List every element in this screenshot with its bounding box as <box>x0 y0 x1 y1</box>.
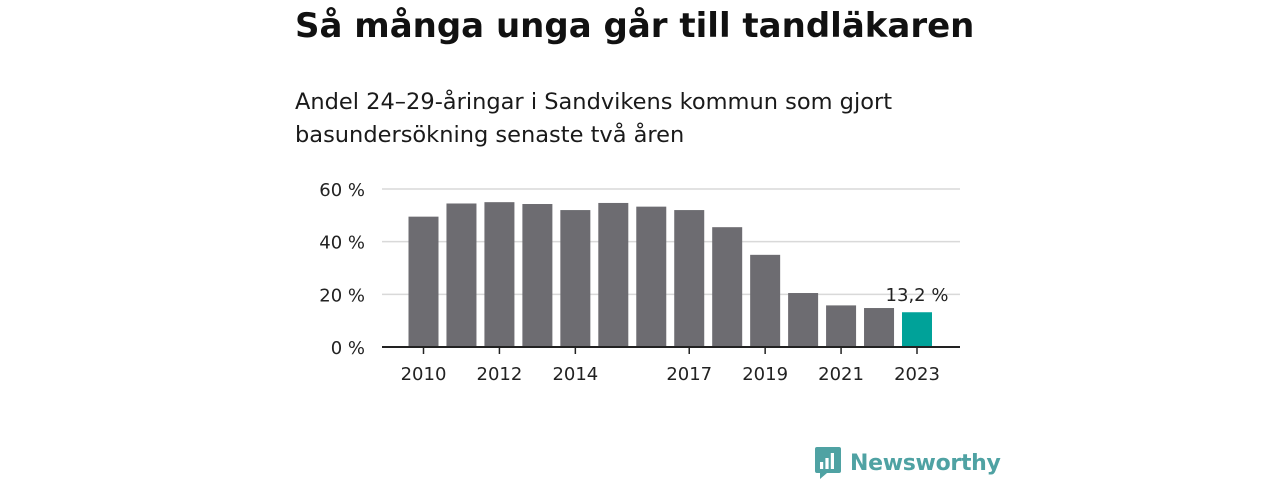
bar <box>712 227 743 347</box>
bar <box>408 216 439 347</box>
bar <box>560 210 591 347</box>
y-tick-label: 0 % <box>331 338 365 359</box>
x-tick-label: 2019 <box>742 364 788 385</box>
x-tick-label: 2012 <box>477 364 523 385</box>
chart-title: Så många unga går till tandläkaren <box>295 6 975 46</box>
bar <box>636 206 667 347</box>
bar <box>826 305 857 347</box>
x-tick-label: 2023 <box>894 364 940 385</box>
y-tick-label: 60 % <box>319 180 365 201</box>
x-tick-label: 2017 <box>666 364 712 385</box>
bar <box>598 202 629 347</box>
bar <box>864 308 895 347</box>
bar-highlight <box>902 312 932 347</box>
bar <box>484 202 515 347</box>
y-tick-label: 40 % <box>319 233 365 254</box>
bar <box>674 210 705 347</box>
x-tick-label: 2014 <box>552 364 598 385</box>
bar <box>788 293 819 347</box>
x-tick-label: 2010 <box>401 364 447 385</box>
newsworthy-logo: Newsworthy <box>814 446 1001 480</box>
bar <box>522 204 553 347</box>
y-tick-label: 20 % <box>319 285 365 306</box>
logo-text: Newsworthy <box>850 450 1001 476</box>
bar <box>446 203 477 347</box>
x-tick-label: 2021 <box>818 364 864 385</box>
highlight-data-label: 13,2 % <box>886 285 949 306</box>
newsworthy-logo-icon <box>815 447 841 479</box>
bar-chart: 0 % 20 % 40 % 60 % 2010 2012 2014 2017 2019 2021 2… <box>319 180 960 385</box>
bar <box>750 254 781 347</box>
chart-subtitle: Andel 24–29-åringar i Sandvikens kommun … <box>295 89 893 148</box>
